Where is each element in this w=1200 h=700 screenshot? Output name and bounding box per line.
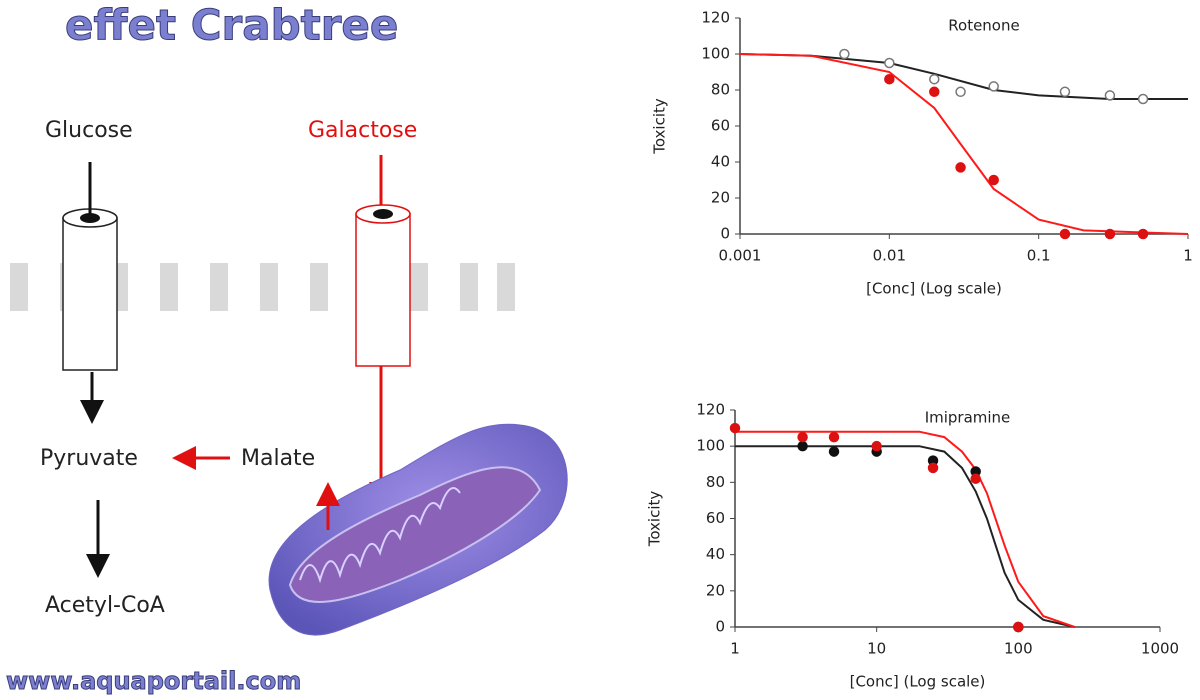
data-point (988, 81, 999, 92)
data-point (1104, 228, 1116, 240)
y-tick-label: 120 (701, 9, 730, 27)
x-tick-label: 0.001 (719, 247, 762, 265)
data-point (929, 73, 940, 85)
data-point (955, 162, 966, 173)
x-tick-label: 100 (1004, 640, 1033, 658)
fit-curve (735, 430, 1076, 628)
y-tick-label: 100 (701, 45, 730, 63)
data-point (1137, 228, 1149, 240)
y-tick-label: 0 (720, 225, 730, 243)
mitochondrion (268, 423, 568, 636)
fit-curve (739, 53, 1188, 100)
data-point (1013, 621, 1024, 633)
y-tick-label: 0 (715, 618, 725, 636)
data-point (797, 431, 808, 443)
y-axis-label: Toxicity (646, 491, 664, 548)
y-tick-label: 20 (711, 189, 730, 207)
data-point (929, 86, 940, 98)
fit-curve (735, 445, 1075, 628)
x-tick-label: 1 (1183, 247, 1193, 265)
y-tick-label: 60 (706, 509, 725, 527)
data-point (871, 440, 882, 452)
y-tick-label: 80 (711, 81, 730, 99)
y-tick-label: 120 (696, 401, 725, 419)
x-tick-label: 1000 (1141, 640, 1179, 658)
y-tick-label: 60 (711, 117, 730, 135)
chart-title: Rotenone (948, 17, 1019, 35)
x-tick-label: 1 (730, 640, 740, 658)
data-point (729, 422, 741, 434)
data-point (970, 473, 981, 484)
x-axis-label: [Conc] (Log scale) (866, 280, 1002, 298)
data-point (1059, 86, 1071, 98)
chart-title: Imipramine (925, 409, 1011, 427)
data-point (797, 440, 808, 452)
x-tick-label: 0.01 (873, 247, 906, 265)
y-tick-label: 40 (711, 153, 730, 171)
data-point (988, 174, 999, 186)
x-tick-label: 10 (867, 640, 886, 658)
data-point (927, 462, 939, 474)
y-tick-label: 80 (706, 473, 725, 491)
pyruvate-label: Pyruvate (40, 446, 138, 471)
data-point (884, 57, 895, 69)
x-tick-label: 0.1 (1027, 247, 1051, 265)
glucose-label: Glucose (45, 118, 133, 143)
data-point (1104, 90, 1116, 101)
galactose-label: Galactose (308, 118, 417, 143)
data-point (884, 73, 895, 85)
page-title: effet Crabtree (65, 1, 398, 50)
data-point (1059, 228, 1071, 240)
malate-label: Malate (241, 446, 315, 471)
data-point (828, 431, 840, 443)
fit-curve (739, 53, 1189, 235)
glucose-transporter (62, 162, 118, 424)
x-axis-label: [Conc] (Log scale) (850, 673, 986, 691)
data-point (1137, 93, 1149, 105)
galactose-transporter (355, 155, 411, 506)
footer: www.aquaportail.com (6, 667, 301, 695)
y-tick-label: 100 (696, 437, 725, 455)
data-point (955, 86, 966, 98)
data-point (828, 446, 840, 457)
acetyl-coa-label: Acetyl-CoA (45, 593, 165, 618)
y-tick-label: 40 (706, 545, 725, 563)
data-point (839, 48, 850, 60)
y-axis-label: Toxicity (651, 98, 669, 155)
y-tick-label: 20 (706, 581, 725, 599)
